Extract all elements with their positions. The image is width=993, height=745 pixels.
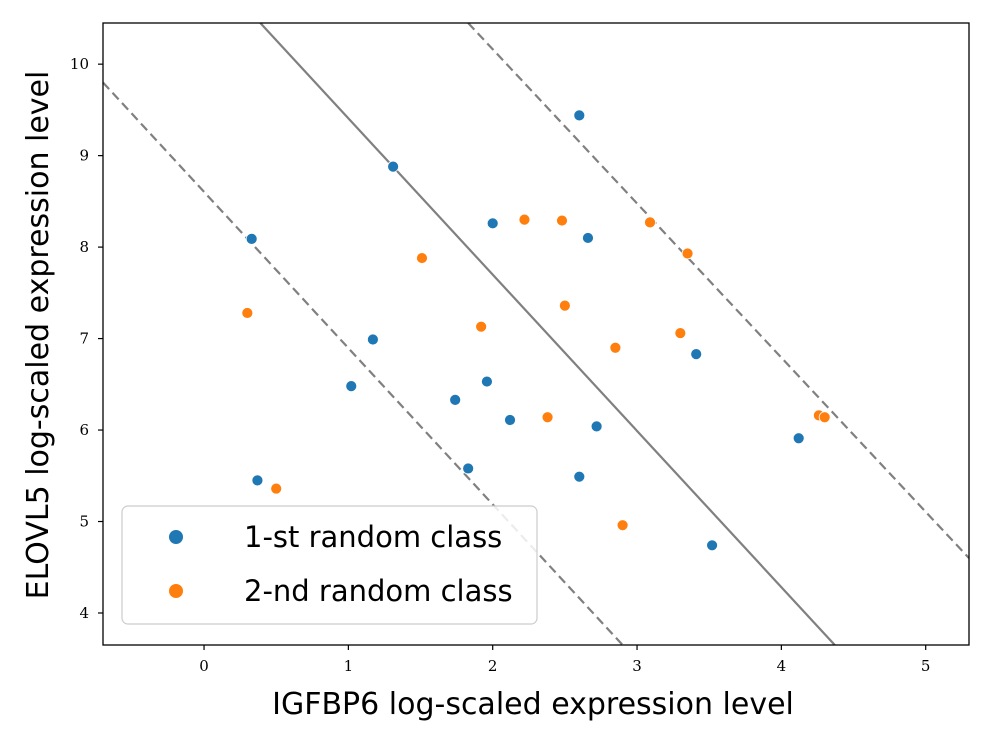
data-point-series-1 [706, 539, 718, 552]
data-point-series-2 [681, 247, 694, 260]
legend-label-series-2: 2-nd random class [244, 574, 513, 608]
data-point-series-1 [792, 432, 805, 445]
data-point-series-1 [449, 393, 462, 406]
data-point-series-1 [387, 160, 400, 173]
data-point-series-2 [609, 341, 622, 354]
data-point-series-1 [582, 232, 594, 244]
y-tick-label: 6 [79, 421, 89, 439]
data-point-series-2 [541, 411, 554, 424]
data-point-series-2 [270, 482, 283, 495]
decision-boundary-line [259, 22, 836, 646]
y-tick-label: 10 [70, 55, 89, 73]
margin-line-2 [467, 22, 970, 559]
data-point-series-2 [558, 299, 571, 312]
x-tick-label: 3 [632, 657, 642, 675]
y-tick-label: 8 [79, 238, 89, 256]
y-tick-label: 9 [79, 147, 89, 165]
legend-marker-series-2 [169, 584, 183, 598]
x-axis-label: IGFBP6 log-scaled expression level [272, 687, 794, 722]
data-point-series-2 [674, 327, 687, 339]
data-point-series-2 [475, 320, 488, 333]
legend: 1-st random class 2-nd random class [121, 505, 538, 625]
data-point-series-2 [818, 411, 831, 424]
data-point-series-1 [251, 474, 264, 487]
plot-frame [102, 22, 970, 646]
x-axis-ticks: 0 1 2 3 4 5 [199, 645, 930, 675]
scatter-points [241, 109, 831, 552]
legend-label-series-1: 1-st random class [244, 520, 502, 554]
data-point-series-2 [518, 213, 531, 226]
data-point-series-1 [573, 109, 586, 122]
data-point-series-1 [590, 420, 603, 433]
x-tick-label: 2 [488, 657, 498, 675]
data-point-series-1 [504, 414, 516, 426]
x-tick-label: 0 [199, 657, 209, 675]
y-tick-label: 5 [79, 513, 89, 531]
data-point-series-2 [644, 216, 656, 229]
x-tick-label: 4 [777, 657, 787, 675]
data-point-series-1 [481, 375, 493, 388]
legend-box [121, 505, 538, 625]
data-point-series-1 [367, 333, 379, 346]
x-tick-label: 1 [344, 657, 354, 675]
data-point-series-2 [616, 519, 629, 532]
y-tick-label: 7 [79, 330, 89, 348]
data-point-series-1 [486, 217, 499, 230]
data-point-series-1 [462, 462, 475, 475]
y-axis-ticks: 4 5 6 7 8 9 10 [70, 55, 103, 622]
data-point-series-1 [245, 232, 258, 245]
data-point-series-2 [241, 307, 254, 319]
data-point-series-2 [556, 214, 568, 227]
y-axis-label: ELOVL5 log-scaled expression level [21, 71, 56, 600]
legend-marker-series-1 [169, 530, 183, 544]
x-tick-label: 5 [921, 657, 931, 675]
data-point-series-1 [345, 380, 358, 393]
data-point-series-1 [573, 470, 586, 483]
data-point-series-2 [416, 252, 428, 264]
y-tick-label: 4 [79, 604, 89, 622]
data-point-series-1 [690, 348, 703, 361]
